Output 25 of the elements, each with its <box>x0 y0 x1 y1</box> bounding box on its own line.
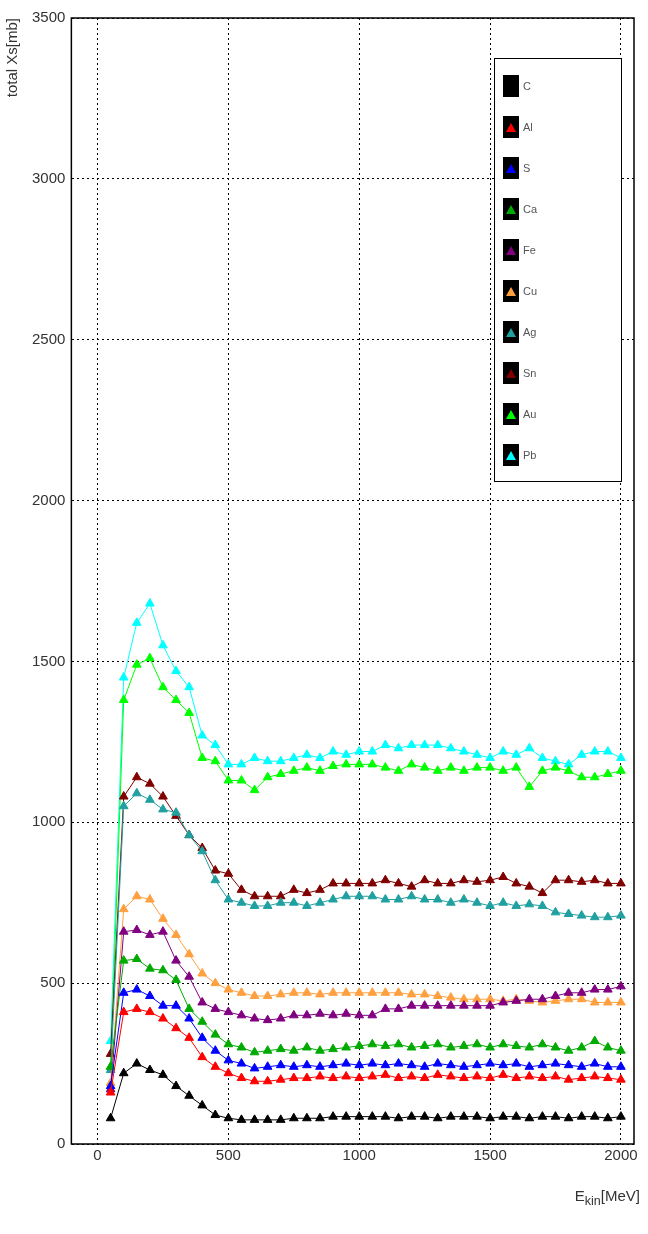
x-tick-label: 0 <box>93 1146 102 1164</box>
legend-label: Pb <box>523 448 537 461</box>
y-axis-title: total Xs[mb] <box>3 18 21 98</box>
y-tick-label: 1500 <box>31 651 66 669</box>
y-tick-label: 3500 <box>31 8 66 26</box>
y-tick-label: 0 <box>57 1134 66 1152</box>
x-tick-label: 1500 <box>473 1146 507 1164</box>
legend-label: C <box>523 79 531 92</box>
y-tick-label: 1000 <box>31 812 66 830</box>
x-tick-label: 500 <box>215 1146 241 1164</box>
legend-label: S <box>523 161 531 174</box>
legend-label: Au <box>523 407 537 420</box>
legend-label: Sn <box>523 366 537 379</box>
x-tick-label: 1000 <box>342 1146 376 1164</box>
legend-label: Fe <box>523 243 536 256</box>
y-tick-label: 2500 <box>31 329 66 347</box>
legend-label: Ag <box>523 325 537 338</box>
legend-label: Al <box>523 120 533 133</box>
x-tick-label: 2000 <box>604 1146 638 1164</box>
x-axis-title: E$_{kin}$[MeV] <box>574 1187 640 1208</box>
y-tick-label: 2000 <box>31 490 66 508</box>
y-tick-label: 3000 <box>31 169 66 186</box>
y-tick-label: 500 <box>40 973 66 991</box>
legend-label: Ca <box>523 202 538 215</box>
legend-label: Cu <box>523 284 538 297</box>
